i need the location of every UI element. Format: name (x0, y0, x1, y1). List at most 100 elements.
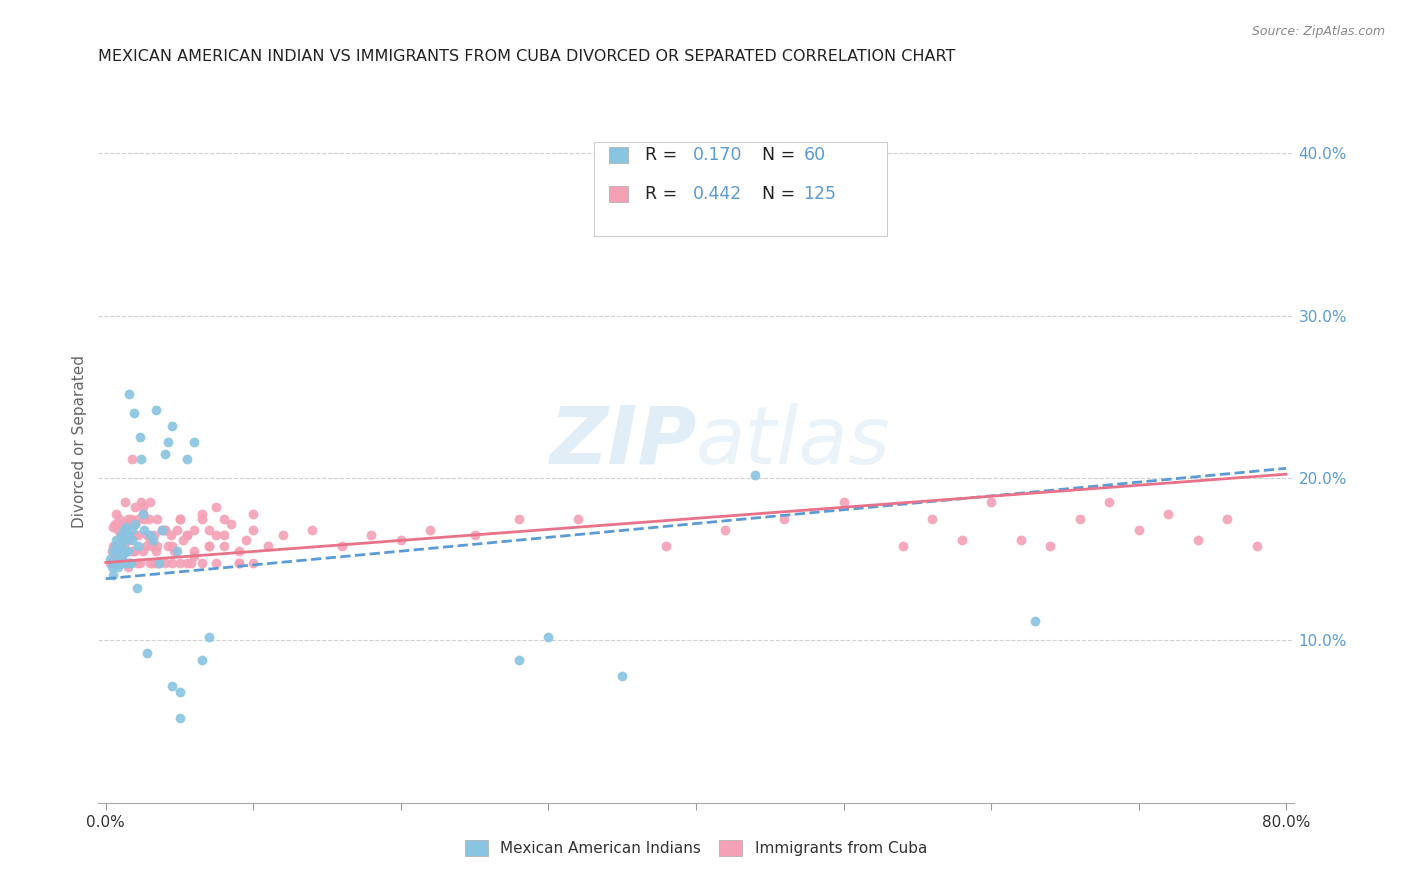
Point (117, 544, 139, 558)
FancyBboxPatch shape (595, 142, 887, 235)
Point (146, 556, 169, 570)
Point (125, 582, 148, 596)
Point (176, 528, 198, 542)
Point (176, 528, 198, 542)
Point (205, 556, 228, 570)
Point (108, 533, 131, 547)
Point (118, 556, 141, 570)
Point (111, 533, 134, 547)
Point (464, 528, 486, 542)
Point (108, 552, 131, 566)
Point (205, 528, 228, 542)
Point (508, 653, 530, 667)
Point (115, 520, 138, 534)
Point (153, 447, 176, 461)
Point (1039, 539, 1062, 553)
Point (567, 511, 589, 525)
Point (153, 523, 176, 537)
Point (1024, 614, 1046, 628)
Point (891, 539, 914, 553)
Point (124, 516, 146, 531)
Point (111, 549, 134, 563)
Point (105, 544, 128, 558)
Point (153, 556, 176, 570)
Point (169, 511, 191, 525)
Point (120, 511, 142, 525)
Point (271, 528, 294, 542)
FancyBboxPatch shape (609, 186, 628, 202)
Point (198, 630, 221, 644)
Point (101, 520, 124, 534)
Point (744, 467, 766, 482)
Text: atlas: atlas (696, 402, 891, 481)
Point (100, 560, 122, 574)
Text: Source: ZipAtlas.com: Source: ZipAtlas.com (1251, 25, 1385, 38)
Point (142, 533, 165, 547)
Point (148, 556, 170, 570)
Text: 0.170: 0.170 (692, 145, 742, 164)
Point (129, 495, 152, 509)
Point (257, 539, 280, 553)
Point (950, 533, 973, 547)
Point (143, 528, 166, 542)
Point (118, 556, 141, 570)
Point (160, 556, 183, 570)
Point (389, 533, 412, 547)
Point (169, 556, 191, 570)
Text: MEXICAN AMERICAN INDIAN VS IMMIGRANTS FROM CUBA DIVORCED OR SEPARATED CORRELATIO: MEXICAN AMERICAN INDIAN VS IMMIGRANTS FR… (98, 49, 956, 64)
Point (228, 556, 250, 570)
Point (156, 435, 179, 450)
Point (198, 539, 221, 553)
Text: N =: N = (762, 145, 800, 164)
Point (145, 403, 167, 417)
Point (163, 544, 186, 558)
Point (139, 495, 162, 509)
Point (1098, 495, 1121, 509)
Point (537, 630, 560, 644)
Point (242, 507, 264, 521)
Point (118, 533, 141, 547)
Point (121, 523, 143, 537)
Point (117, 544, 139, 558)
Point (129, 451, 152, 466)
Point (114, 495, 136, 509)
Point (121, 544, 143, 558)
Point (190, 653, 212, 667)
Point (190, 507, 212, 521)
Point (122, 528, 145, 542)
FancyBboxPatch shape (609, 147, 628, 162)
Point (121, 533, 143, 547)
Point (160, 539, 183, 553)
Point (980, 495, 1002, 509)
Point (105, 533, 128, 547)
Point (114, 556, 136, 570)
Point (115, 556, 138, 570)
Point (127, 539, 149, 553)
Point (134, 511, 156, 525)
Text: 125: 125 (804, 186, 837, 203)
Point (114, 533, 136, 547)
Point (131, 500, 153, 515)
Text: R =: R = (644, 186, 682, 203)
Point (219, 516, 242, 531)
Point (114, 556, 136, 570)
Point (235, 533, 257, 547)
Point (110, 539, 132, 553)
Point (655, 539, 678, 553)
Point (159, 528, 181, 542)
Point (228, 556, 250, 570)
Point (101, 539, 124, 553)
Point (773, 511, 796, 525)
Point (111, 516, 134, 531)
Point (107, 549, 129, 563)
Text: N =: N = (762, 186, 800, 203)
Point (360, 528, 382, 542)
Point (198, 539, 221, 553)
Point (135, 539, 157, 553)
Point (166, 544, 188, 558)
Point (104, 516, 127, 531)
Point (98, 556, 121, 570)
Point (128, 430, 150, 444)
Point (127, 511, 149, 525)
Point (169, 711, 191, 725)
